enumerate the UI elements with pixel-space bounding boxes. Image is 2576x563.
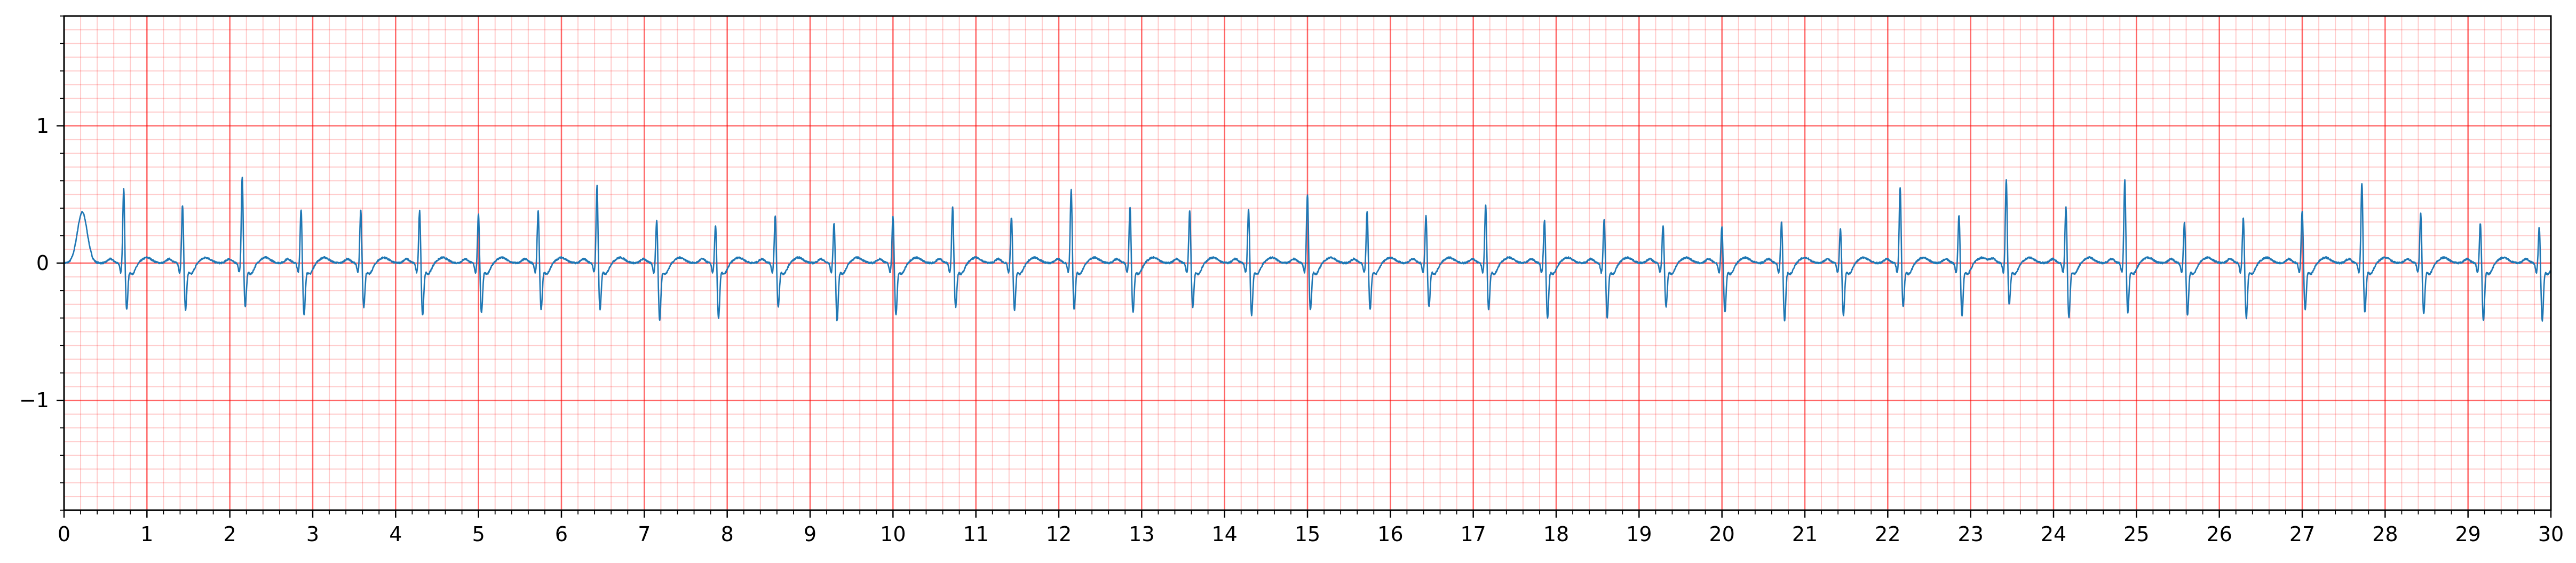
x-tick-label: 20 [1709, 522, 1734, 546]
x-tick-label: 28 [2372, 522, 2398, 546]
x-tick-label: 1 [140, 522, 153, 546]
x-tick-label: 18 [1543, 522, 1569, 546]
x-tick-label: 29 [2455, 522, 2480, 546]
x-tick-label: 5 [472, 522, 485, 546]
x-tick-label: 23 [1957, 522, 1983, 546]
y-tick-label: −1 [19, 388, 49, 412]
x-tick-label: 22 [1875, 522, 1900, 546]
y-tick-label: 0 [36, 251, 49, 275]
x-tick-label: 24 [2041, 522, 2066, 546]
x-axis: 0 1 2 3 4 5 6 7 8 9 10 11 12 13 14 15 16 17 18 19 20 21 22 23 24… [58, 510, 2564, 546]
x-tick-label: 6 [555, 522, 568, 546]
plot-area [63, 15, 2552, 511]
x-tick-label: 11 [963, 522, 988, 546]
x-tick-label: 8 [721, 522, 734, 546]
x-tick-label: 25 [2123, 522, 2149, 546]
x-tick-label: 4 [389, 522, 402, 546]
x-tick-label: 14 [1211, 522, 1237, 546]
x-tick-label: 26 [2206, 522, 2232, 546]
x-tick-label: 17 [1460, 522, 1486, 546]
x-tick-label: 3 [306, 522, 319, 546]
ecg-trace [63, 177, 2552, 322]
x-tick-label: 15 [1295, 522, 1320, 546]
x-tick-label: 10 [880, 522, 906, 546]
x-tick-label: 9 [804, 522, 817, 546]
x-tick-label: 12 [1046, 522, 1072, 546]
x-tick-label: 27 [2289, 522, 2315, 546]
x-tick-label: 30 [2538, 522, 2564, 546]
x-tick-label: 16 [1377, 522, 1403, 546]
x-tick-label: 7 [638, 522, 651, 546]
x-tick-label: 19 [1626, 522, 1652, 546]
y-axis: −1 0 1 [19, 15, 64, 511]
x-tick-label: 13 [1129, 522, 1154, 546]
x-tick-label: 0 [58, 522, 70, 546]
x-tick-label: 2 [224, 522, 236, 546]
x-tick-label: 21 [1792, 522, 1818, 546]
y-tick-label: 1 [36, 114, 49, 138]
